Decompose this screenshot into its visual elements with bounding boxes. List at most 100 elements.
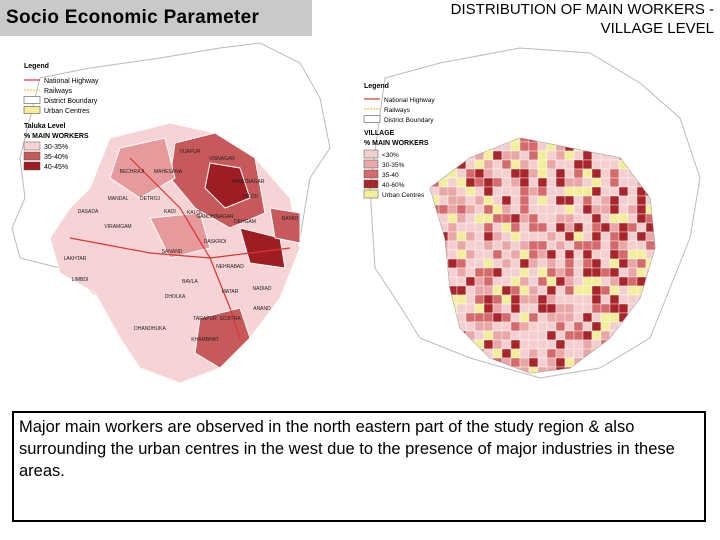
village-cell (510, 276, 521, 287)
village-cell (510, 195, 521, 206)
village-cell (465, 285, 476, 296)
village-cell (501, 249, 512, 260)
village-cell (546, 285, 557, 296)
village-cell (555, 240, 566, 251)
village-cell (519, 222, 530, 233)
village-cell (510, 159, 521, 170)
village-cell (546, 150, 557, 161)
village-cell (483, 276, 494, 287)
village-cell (564, 168, 575, 179)
village-cell (609, 186, 620, 197)
village-cell (591, 267, 602, 278)
village-cell (474, 321, 485, 332)
village-cell (627, 357, 638, 368)
village-cell (546, 240, 557, 251)
village-cell (600, 366, 611, 373)
village-cell (600, 276, 611, 287)
village-cell (501, 186, 512, 197)
village-cell (555, 357, 566, 368)
place-label: SANAND (162, 249, 183, 255)
village-cell (546, 357, 557, 368)
village-cell (618, 276, 629, 287)
village-cell (537, 258, 548, 269)
village-cell (564, 222, 575, 233)
village-cell (618, 366, 629, 373)
title-line: DISTRIBUTION OF MAIN WORKERS - (450, 1, 714, 18)
village-cell (528, 150, 539, 161)
legend-swatch (363, 169, 379, 179)
village-cell (465, 213, 476, 224)
village-cell (456, 249, 467, 260)
village-cell (646, 376, 655, 385)
village-cell (438, 213, 449, 224)
legend-label: 30-35% (44, 144, 68, 151)
village-cell (555, 195, 566, 206)
left-map-zone (109, 137, 176, 199)
village-cell (528, 195, 539, 206)
village-cell (447, 357, 458, 368)
village-cell (591, 321, 602, 332)
village-cell (645, 366, 655, 373)
village-cell (564, 276, 575, 287)
village-cell (474, 159, 485, 170)
village-cell (609, 168, 620, 179)
village-cell (447, 240, 458, 251)
place-label: NEHRABAD (216, 264, 244, 270)
village-cell (510, 258, 521, 269)
village-cell (618, 186, 629, 197)
village-cell (582, 249, 593, 260)
village-cell (609, 366, 620, 373)
village-cell (618, 231, 629, 242)
village-cell (573, 168, 584, 179)
village-cell (610, 376, 619, 385)
village-cell (465, 366, 476, 373)
village-cell (564, 159, 575, 170)
village-cell (501, 267, 512, 278)
village-cell (519, 321, 530, 332)
village-cell (519, 357, 530, 368)
legend-heading: % MAIN WORKERS (364, 140, 429, 147)
village-cell (483, 231, 494, 242)
village-cell (582, 231, 593, 242)
village-cell (483, 366, 494, 373)
village-cell (492, 348, 503, 359)
village-cell (510, 330, 521, 341)
village-cell (501, 312, 512, 323)
legend-swatch (23, 151, 41, 161)
village-cell (456, 204, 467, 215)
village-cell (465, 321, 476, 332)
village-cell (609, 303, 620, 314)
legend-label: 30-35% (382, 162, 405, 169)
village-cell (546, 177, 557, 188)
village-cell (528, 348, 539, 359)
village-cell (636, 195, 647, 206)
village-cell (591, 168, 602, 179)
village-cell (537, 330, 548, 341)
village-cell (483, 204, 494, 215)
village-cell (474, 285, 485, 296)
village-cell (528, 177, 539, 188)
village-cell (600, 303, 611, 314)
village-cell (618, 213, 629, 224)
village-cell (528, 159, 539, 170)
village-cell (501, 159, 512, 170)
village-cell (493, 376, 502, 385)
village-cell (600, 312, 611, 323)
village-cell (447, 249, 458, 260)
village-cell (555, 213, 566, 224)
village-cell (537, 141, 548, 152)
village-cell (465, 276, 476, 287)
legend-label: Urban Centres (382, 192, 425, 199)
village-cell (537, 204, 548, 215)
village-cell (492, 150, 503, 161)
legend-label: <30% (382, 152, 399, 159)
village-cell (447, 366, 458, 373)
village-cell (528, 240, 539, 251)
village-cell (438, 186, 449, 197)
village-cell (645, 339, 655, 350)
village-cell (528, 231, 539, 242)
village-cell (636, 249, 647, 260)
village-cell (537, 213, 548, 224)
village-cell (474, 195, 485, 206)
legend-title: Legend (24, 63, 49, 70)
